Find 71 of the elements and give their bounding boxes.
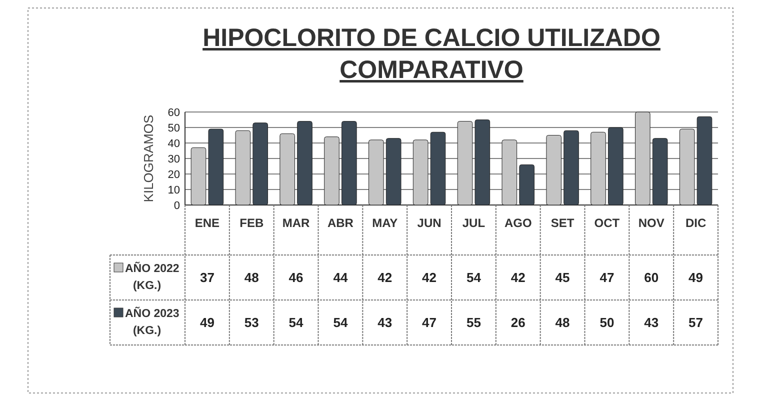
chart-title: HIPOCLORITO DE CALCIO UTILIZADO COMPARATIVO [202,24,660,84]
bar [324,136,340,206]
data-label: 47 [600,270,614,286]
y-tick-label: 40 [168,138,180,150]
x-tick-label: ENE [194,216,220,230]
x-tick-label: ABR [327,216,354,230]
data-label: 54 [466,270,482,286]
bar [546,135,562,206]
data-label: 49 [688,270,704,286]
x-tick-label: MAY [372,216,398,230]
data-label: 26 [510,315,526,330]
y-tick-label: 30 [168,153,180,166]
data-label: 48 [244,270,259,286]
data-label: 53 [244,315,259,330]
data-label: 57 [688,315,704,330]
data-label: 55 [466,315,481,330]
bar [412,140,428,206]
bar [190,147,206,206]
data-label: 42 [510,270,526,286]
bar [652,138,668,206]
bar [519,164,534,206]
data-label: 50 [600,315,614,330]
data-label: 47 [422,315,437,330]
x-tick-label: FEB [240,216,264,230]
bar [696,116,712,206]
data-label: 46 [288,270,304,286]
bar [342,121,357,206]
y-tick-label: 60 [168,106,180,119]
bar [297,121,312,206]
bar [252,122,268,206]
y-tick-label: 20 [168,168,180,181]
bar [208,128,224,206]
data-label: 54 [333,315,348,330]
data-label: 42 [378,270,392,286]
x-tick-label: SET [550,216,575,230]
x-tick-label: AGO [504,216,532,230]
bar [386,138,402,206]
y-tick-label: 10 [168,184,180,196]
bar [502,140,518,206]
data-label: 49 [200,315,214,330]
x-tick-label: DIC [685,216,706,230]
bar [235,130,251,206]
bar [679,128,695,206]
bar [608,127,624,206]
data-label: 60 [644,270,659,286]
legend-label: AÑO 2022 (KG.) [125,261,180,292]
x-tick-label: JUL [462,216,486,230]
data-label: 45 [555,270,570,286]
data-label: 48 [555,315,570,330]
y-axis-title: KILOGRAMOS [141,114,156,202]
data-label: 43 [644,315,659,330]
x-tick-label: NOV [638,216,664,230]
x-tick-label: MAR [282,216,310,230]
y-tick-label: 50 [168,122,180,134]
bar [368,140,384,206]
data-label: 42 [422,270,437,286]
bar [590,132,606,206]
data-label: 37 [200,270,214,286]
y-tick-label: 0 [174,200,180,212]
data-label: 44 [333,270,348,286]
x-tick-label: JUN [417,216,442,230]
bar [564,130,579,206]
legend-label: AÑO 2023 (KG.) [125,306,180,337]
data-label: 43 [378,315,392,330]
data-label: 54 [288,315,304,330]
bar [635,112,650,206]
bar [457,121,473,206]
bar [474,120,490,206]
bar [280,133,295,206]
bar [430,132,446,206]
x-tick-label: OCT [594,216,620,230]
